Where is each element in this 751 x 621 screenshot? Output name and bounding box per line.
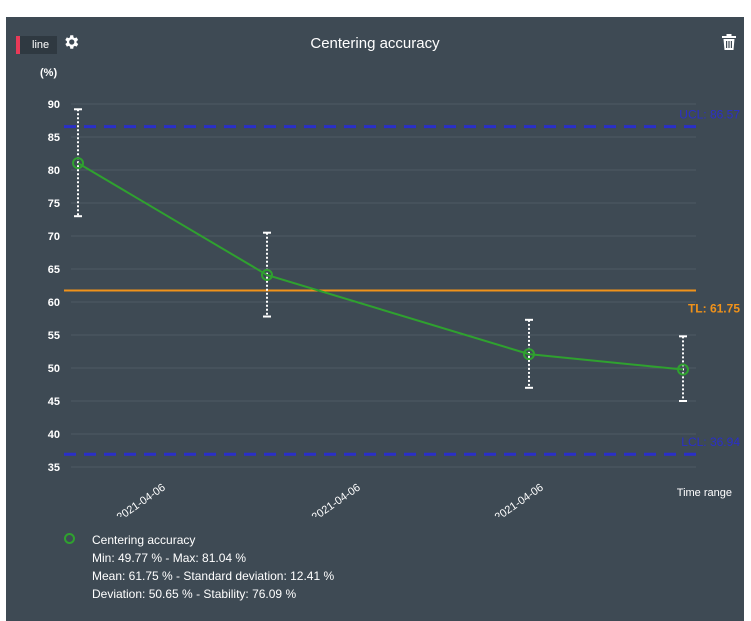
x-axis-label: Time range (677, 487, 732, 499)
y-axis-label: (%) (40, 67, 58, 79)
series-line (77, 162, 684, 371)
x-tick-label: 2021-04-06 (310, 482, 363, 517)
reference-line-label: TL: 61.75 (688, 301, 740, 315)
trash-icon[interactable] (722, 34, 736, 50)
legend-mean-std: Mean: 61.75 % - Standard deviation: 12.4… (92, 569, 335, 583)
y-tick-label: 55 (48, 330, 60, 342)
legend-marker-icon (64, 533, 75, 544)
y-tick-label: 80 (48, 165, 60, 177)
y-tick-label: 70 (48, 231, 60, 243)
legend-deviation-stability: Deviation: 50.65 % - Stability: 76.09 % (92, 587, 297, 601)
data-point (72, 157, 84, 170)
legend-minmax: Min: 49.77 % - Max: 81.04 % (92, 551, 247, 565)
y-tick-label: 90 (48, 99, 60, 111)
data-point (523, 348, 535, 361)
reference-line-label: LCL: 36.94 (681, 435, 740, 449)
reference-line-label: UCL: 86.57 (679, 108, 740, 122)
legend: Centering accuracy Min: 49.77 % - Max: 8… (64, 531, 334, 603)
legend-series-name: Centering accuracy (92, 533, 196, 547)
x-tick-label: 2021-04-06 (115, 482, 168, 517)
y-tick-label: 45 (48, 396, 60, 408)
y-tick-label: 65 (48, 264, 60, 276)
y-tick-label: 40 (48, 429, 60, 441)
chart-title: Centering accuracy (310, 35, 440, 52)
x-tick-label: 2021-04-06 (493, 482, 546, 517)
y-tick-label: 75 (48, 198, 60, 210)
data-point (261, 268, 273, 281)
y-tick-label: 35 (48, 462, 60, 474)
chart-type-tag[interactable]: line (16, 36, 58, 54)
y-tick-label: 85 (48, 132, 60, 144)
plot-area: 35 40 45 50 55 60 65 70 75 80 85 90 UCL: 86.57 TL: 61… (48, 99, 741, 517)
data-point (677, 363, 689, 376)
y-tick-label: 60 (48, 297, 60, 309)
y-tick-label: 50 (48, 363, 60, 375)
gear-icon[interactable] (62, 33, 80, 51)
chart-panel: line Centering accuracy (%) 35 40 45 50 55 60… (6, 17, 744, 621)
